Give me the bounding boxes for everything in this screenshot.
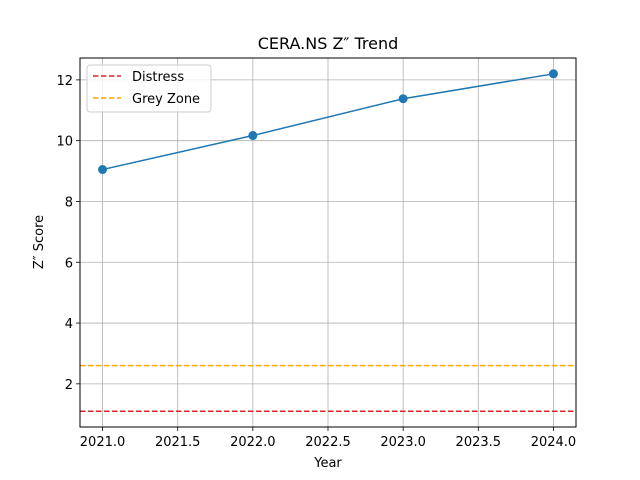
legend-label-distress: Distress [132, 70, 184, 85]
x-axis-label: Year [313, 456, 342, 471]
y-tick-label: 4 [65, 317, 73, 332]
data-series [98, 69, 558, 175]
y-tick-label: 10 [56, 135, 73, 150]
y-axis-ticks: 2 4 6 8 10 12 [56, 74, 80, 393]
y-tick-label: 6 [65, 256, 73, 271]
y-tick-label: 8 [65, 195, 73, 210]
legend-label-grey-zone: Grey Zone [132, 92, 200, 107]
x-tick-label: 2023.5 [456, 435, 502, 450]
data-point [248, 131, 258, 141]
y-tick-label: 12 [56, 74, 73, 89]
data-point [548, 69, 558, 79]
x-tick-label: 2024.0 [531, 435, 577, 450]
legend: Distress Grey Zone [86, 64, 212, 113]
grid [80, 58, 576, 427]
data-point [398, 94, 408, 104]
reference-lines [80, 364, 576, 412]
series-line [102, 73, 554, 171]
y-axis-label: Z″ Score [32, 215, 47, 269]
x-tick-label: 2021.0 [80, 435, 126, 450]
x-tick-label: 2022.0 [230, 435, 276, 450]
data-point [98, 165, 108, 175]
y-tick-label: 2 [65, 378, 73, 393]
x-tick-label: 2023.0 [380, 435, 426, 450]
x-axis-ticks: 2021.0 2021.5 2022.0 2022.5 2023.0 2023.5 2024… [80, 427, 576, 450]
x-tick-label: 2021.5 [155, 435, 201, 450]
x-tick-label: 2022.5 [305, 435, 351, 450]
chart-title: CERA.NS Z″ Trend [258, 34, 399, 53]
